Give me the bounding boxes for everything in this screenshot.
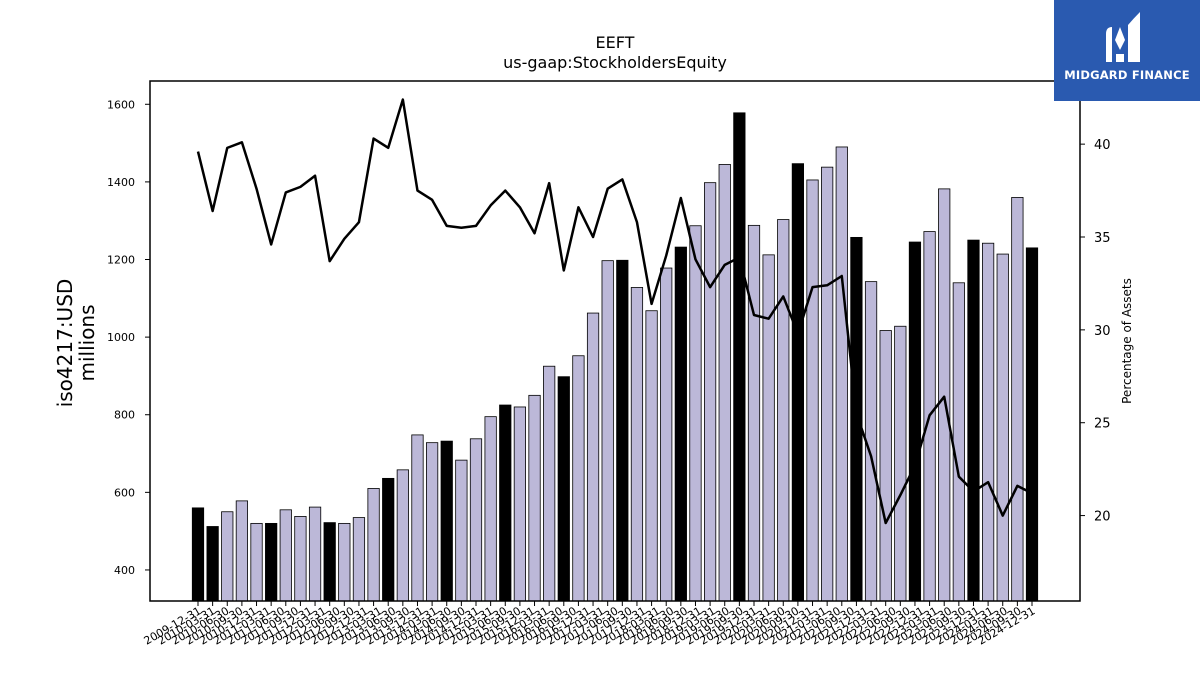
y2-axis-label: Percentage of Assets: [1120, 278, 1134, 404]
y-axis-right: 20 25 30 35 40: [1080, 138, 1111, 525]
bar-2018-12-31: [718, 164, 731, 602]
y2-tick-label: 35: [1094, 231, 1111, 246]
y-tick-label: 400: [114, 564, 135, 577]
bar-2011-03-31: [265, 522, 278, 602]
chart-title: EEFT: [596, 33, 635, 52]
brand-logo: MIDGARD FINANCE: [1054, 0, 1200, 101]
bar-2018-06-30: [689, 225, 702, 602]
brand-name: MIDGARD FINANCE: [1064, 68, 1190, 82]
bar-2014-09-30: [469, 438, 483, 602]
bar-2018-03-31: [674, 246, 687, 602]
y-tick-label: 800: [114, 409, 135, 422]
bar-2017-03-31: [616, 259, 629, 602]
bar-2010-03-31: [206, 526, 219, 602]
bar-2020-03-31: [791, 163, 805, 602]
bar-2012-06-30: [338, 522, 351, 602]
bar-2019-03-31: [733, 112, 746, 602]
bar-2016-06-30: [572, 355, 585, 602]
line-series: [196, 98, 1033, 525]
y-axis-label: iso4217:USD: [53, 279, 77, 408]
bar-2012-09-30: [352, 517, 366, 602]
bar-2013-09-30: [411, 434, 424, 602]
bar-2017-06-30: [630, 287, 644, 602]
bar-2024-03-31: [1025, 247, 1039, 602]
bar-2018-09-30: [704, 182, 717, 602]
bar-2021-03-31: [850, 236, 863, 602]
bar-2019-06-30: [747, 224, 761, 602]
bar-2014-06-30: [455, 459, 468, 602]
y2-tick-label: 20: [1094, 510, 1111, 525]
bar-2013-06-30: [396, 469, 409, 602]
bar-2012-03-31: [323, 522, 336, 602]
bar-2015-03-31: [499, 404, 512, 602]
bar-2013-12-31: [425, 442, 439, 602]
bar-2022-12-31: [952, 282, 965, 602]
bar-2023-09-30: [996, 253, 1009, 602]
bar-2023-06-30: [982, 242, 995, 602]
chart-subtitle: us-gaap:StockholdersEquity: [503, 53, 727, 72]
bar-2023-12-31: [1011, 197, 1024, 602]
bar-2010-12-31: [250, 522, 263, 602]
bar-2016-03-31: [557, 376, 570, 602]
y-axis-label-units: millions: [75, 304, 99, 381]
bar-2009-12-31: [191, 507, 205, 602]
y-axis-left: 400 600 800 1000 1200 1400 1600: [107, 98, 150, 577]
y2-tick-label: 25: [1094, 417, 1111, 432]
bar-2015-12-31: [543, 365, 556, 602]
y-tick-label: 1600: [107, 98, 135, 111]
bar-2017-09-30: [645, 310, 658, 602]
bar-2015-09-30: [528, 394, 541, 602]
bar-2011-12-31: [308, 506, 322, 602]
bar-2013-03-31: [382, 477, 395, 602]
y-tick-label: 1400: [107, 176, 135, 189]
x-axis: 2009-12-312010-03-312010-06-302010-09-30…: [142, 601, 1038, 648]
bar-2022-09-30: [938, 188, 951, 602]
bar-series: [191, 112, 1039, 602]
midgard-logo-icon: [1106, 12, 1140, 62]
plot-frame: [149, 80, 1081, 602]
bar-2023-03-31: [967, 239, 980, 602]
bar-2014-03-31: [440, 440, 453, 602]
bar-2014-12-31: [484, 416, 497, 602]
bar-2016-09-30: [586, 312, 600, 602]
bar-2010-06-30: [221, 511, 234, 602]
bar-2011-06-30: [279, 509, 292, 602]
bar-2019-09-30: [762, 254, 775, 602]
bar-2011-09-30: [294, 516, 307, 602]
bar-2022-03-31: [908, 241, 922, 602]
bar-2015-06-30: [513, 406, 527, 602]
bar-2019-12-31: [777, 219, 790, 602]
bar-2021-12-31: [894, 325, 907, 602]
bar-2020-06-30: [806, 179, 819, 602]
y-tick-label: 1000: [107, 331, 135, 344]
percentage-of-assets-line: [196, 98, 1033, 525]
bar-2010-09-30: [235, 500, 249, 602]
bar-2012-12-31: [367, 488, 380, 602]
y-tick-label: 600: [114, 486, 135, 499]
bar-2020-09-30: [821, 166, 834, 602]
bar-2016-12-31: [601, 260, 614, 602]
bar-2021-09-30: [879, 330, 892, 602]
bar-2020-12-31: [835, 146, 848, 602]
y-tick-label: 1200: [107, 254, 135, 267]
y2-tick-label: 40: [1094, 138, 1111, 153]
bar-2017-12-31: [660, 267, 673, 602]
y2-tick-label: 30: [1094, 324, 1111, 339]
